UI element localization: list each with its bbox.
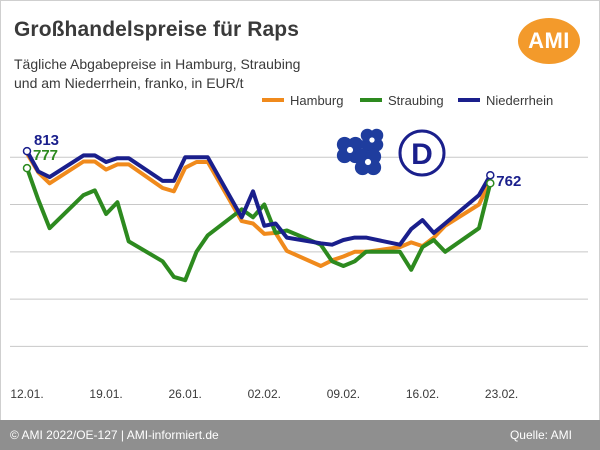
value-label-end-niederrhein: 762	[496, 173, 521, 190]
country-d-emblem	[398, 129, 446, 177]
footer-copyright: © AMI 2022/OE-127 | AMI-informiert.de	[10, 428, 219, 442]
series-line-niederrhein	[25, 149, 493, 247]
value-label-start-straubing: 777	[33, 147, 58, 164]
legend-label-niederrhein: Niederrhein	[486, 93, 553, 108]
value-label-start-niederrhein: 813	[34, 132, 59, 149]
x-tick-label: 12.01.	[10, 387, 43, 401]
x-tick-label: 26.01.	[169, 387, 202, 401]
legend-label-straubing: Straubing	[388, 93, 444, 108]
end-marker	[486, 179, 495, 188]
ami-logo: AMI	[518, 18, 580, 64]
start-marker	[22, 146, 32, 156]
footer-source: Quelle: AMI	[509, 428, 572, 442]
x-tick-label: 19.01.	[89, 387, 122, 401]
x-tick-label: 09.02.	[327, 387, 360, 401]
x-tick-label: 23.02.	[485, 387, 518, 401]
legend-label-hamburg: Hamburg	[290, 93, 343, 108]
series-line-hamburg	[25, 151, 493, 268]
country-d-letter: D	[411, 138, 433, 171]
subtitle-line-1: Tägliche Abgabepreise in Hamburg, Straub…	[14, 56, 301, 72]
start-marker	[22, 163, 32, 173]
subtitle-line-2: und am Niederrhein, franko, in EUR/t	[14, 75, 244, 91]
chart-subtitle: Tägliche Abgabepreise in Hamburg, Straub…	[14, 55, 300, 93]
x-tick-label: 02.02.	[248, 387, 281, 401]
end-marker	[486, 170, 495, 180]
chart-title: Großhandelspreise für Raps	[14, 18, 300, 41]
line-chart: 12.01. 19.01. 26.01. 02.02. 09.02. 16.02. 23.0…	[10, 93, 588, 401]
rapeseed-flower-icon	[360, 128, 384, 152]
rapeseed-flower-icon	[354, 148, 382, 176]
x-tick-label: 16.02.	[406, 387, 439, 401]
footer-bar: © AMI 2022/OE-127 | AMI-informiert.de Qu…	[0, 420, 600, 450]
series-line-straubing	[25, 166, 493, 283]
